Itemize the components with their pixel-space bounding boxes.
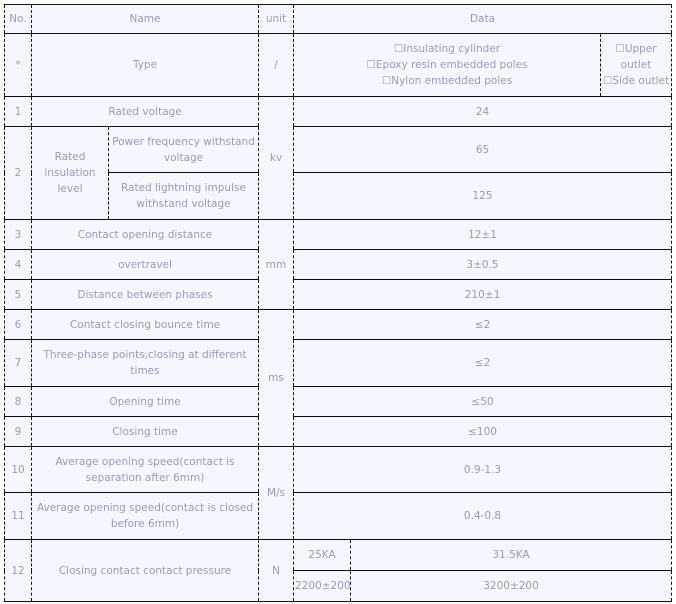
table-row: 6 Contact closing bounce time ms ≤2: [4, 309, 673, 447]
table-row: 2200±200 3200±200: [5, 570, 673, 602]
table-row: 4 overtravel 3±0.5: [4, 249, 673, 280]
row-name: Average opening speed(contact is closed …: [30, 492, 260, 540]
row-name: Rated voltage: [30, 96, 260, 127]
row-name: Power frequency withstand voltage: [107, 126, 260, 173]
table-row: 7 Three-phase points,closing at differen…: [4, 339, 673, 387]
header-data: Data: [293, 4, 673, 34]
table-row: Rated lightning impulse withstand voltag…: [5, 172, 673, 220]
row-value: ≤50: [293, 386, 673, 417]
row-no: 1: [4, 96, 32, 127]
row-value: 125: [293, 172, 673, 220]
row-value: ≤2: [293, 339, 673, 387]
spec-table: No. Name unit Data * Type / ☐Insulating …: [4, 4, 673, 602]
row-unit: kv: [258, 96, 295, 220]
row-value: 12±1: [293, 219, 673, 250]
row-no: 4: [4, 249, 32, 280]
table-row: 3 Contact opening distance mm 12±1: [4, 219, 673, 310]
row-value: 0.4-0.8: [293, 492, 673, 540]
row-name: Closing time: [30, 416, 260, 447]
row-unit: /: [258, 33, 295, 97]
header-name: Name: [30, 4, 260, 34]
option-nylon[interactable]: ☐Nylon embedded poles: [381, 75, 513, 87]
option-side-outlet[interactable]: ☐Side outlet: [602, 75, 670, 87]
option-epoxy-resin[interactable]: ☐Epoxy resin embedded poles: [366, 59, 528, 71]
table-row: 1 Rated voltage kv 24: [4, 96, 673, 220]
row-value: 65: [293, 126, 673, 173]
row-group: Rated insulation level: [31, 126, 109, 220]
table-row: 5 Distance between phases 210±1: [4, 279, 673, 310]
row-value: 0.9-1.3: [293, 446, 673, 493]
row-value: 3200±200: [350, 570, 673, 602]
row-name: overtravel: [30, 249, 260, 280]
row-value: ≤2: [293, 309, 673, 340]
header-no: No.: [4, 4, 32, 34]
row-value: 210±1: [293, 279, 673, 310]
row-no: 10: [4, 446, 32, 493]
row-value: 2200±200: [293, 570, 352, 602]
sub-header-31-5ka: 31.5KA: [350, 539, 673, 571]
table-row: 12 Closing contact contact pressure N 25…: [4, 539, 673, 602]
row-name: Opening time: [30, 386, 260, 417]
option-insulating-cylinder[interactable]: ☐Insulating cylinder: [393, 43, 501, 55]
row-name: Average opening speed(contact is separat…: [30, 446, 260, 493]
row-no: 8: [4, 386, 32, 417]
row-no: *: [4, 33, 32, 97]
row-no: 3: [4, 219, 32, 250]
row-no: 2: [4, 126, 32, 220]
row-name: Distance between phases: [30, 279, 260, 310]
table-row: 10 Average opening speed(contact is sepa…: [4, 446, 673, 540]
table-row: 8 Opening time ≤50: [4, 386, 673, 417]
table-row: 9 Closing time ≤100: [4, 416, 673, 447]
type-options: ☐Insulating cylinder ☐Epoxy resin embedd…: [293, 33, 602, 97]
row-value: 3±0.5: [293, 249, 673, 280]
row-no: 7: [4, 339, 32, 387]
row-name: Type: [30, 33, 260, 97]
type-row: * Type / ☐Insulating cylinder ☐Epoxy res…: [4, 33, 673, 97]
option-upper-outlet-label: outlet: [620, 59, 652, 71]
header-unit: unit: [258, 4, 295, 34]
table-row: 2 Rated insulation level Power frequency…: [4, 126, 673, 220]
row-no: 9: [4, 416, 32, 447]
header-row: No. Name unit Data: [4, 4, 673, 34]
row-no: 5: [4, 279, 32, 310]
row-no: 6: [4, 309, 32, 340]
row-value: 24: [293, 96, 673, 127]
row-no: 11: [4, 492, 32, 540]
row-name: Three-phase points,closing at different …: [30, 339, 260, 387]
outlet-options: ☐Upper outlet ☐Side outlet: [600, 33, 673, 97]
table-row: 11 Average opening speed(contact is clos…: [4, 492, 673, 540]
row-unit: M/s: [258, 446, 295, 540]
row-name: Rated lightning impulse withstand voltag…: [107, 172, 260, 220]
row-no: 12: [4, 539, 32, 602]
row-name: Closing contact contact pressure: [30, 539, 260, 602]
row-name: Contact closing bounce time: [30, 309, 260, 340]
row-unit: mm: [258, 219, 295, 310]
option-upper-outlet[interactable]: ☐Upper: [615, 43, 657, 55]
row-unit: N: [258, 539, 295, 602]
row-name: Contact opening distance: [30, 219, 260, 250]
row-value: ≤100: [293, 416, 673, 447]
row-unit: ms: [258, 309, 295, 447]
sub-header-25ka: 25KA: [293, 539, 352, 571]
